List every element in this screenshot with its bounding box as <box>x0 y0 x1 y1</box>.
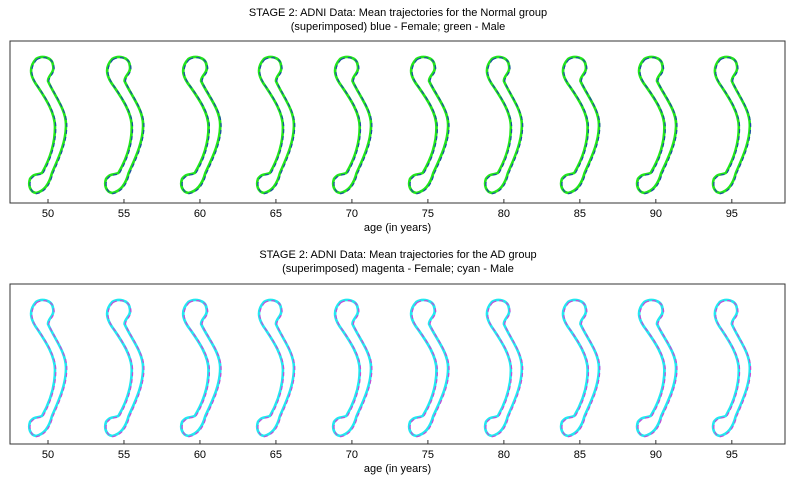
trajectory-shape <box>635 55 678 195</box>
x-tick-label: 70 <box>346 208 358 220</box>
x-tick-label: 80 <box>498 208 510 220</box>
trajectory-shape <box>407 55 450 195</box>
x-tick-label: 80 <box>498 449 510 461</box>
chart-1-subtitle: (superimposed) blue - Female; green - Ma… <box>290 21 506 33</box>
plot-area-frame <box>9 283 786 445</box>
x-tick-label: 60 <box>194 208 206 220</box>
x-tick-label: 60 <box>194 449 206 461</box>
trajectory-shape <box>255 298 296 438</box>
female-contour <box>29 57 68 195</box>
x-tick-label: 50 <box>42 449 54 461</box>
x-tick-label: 95 <box>726 449 738 461</box>
trajectory-shape <box>635 298 678 438</box>
trajectory-shape <box>711 55 752 195</box>
chart-2-title: STAGE 2: ADNI Data: Mean trajectories fo… <box>259 249 537 261</box>
chart-1-plot: 50 55 60 65 70 75 80 85 90 95 age (in years) <box>9 40 786 234</box>
x-tick-label: 90 <box>650 208 662 220</box>
female-contour <box>105 57 145 195</box>
trajectory-shape <box>255 55 296 195</box>
x-tick-label: 85 <box>574 449 586 461</box>
x-tick-label: 85 <box>574 208 586 220</box>
trajectory-shape <box>407 298 450 438</box>
x-tick-label: 90 <box>650 449 662 461</box>
female-contour <box>257 300 296 438</box>
female-contour <box>637 300 678 438</box>
female-contour <box>29 300 68 438</box>
female-contour <box>485 300 524 438</box>
trajectory-shape <box>27 55 68 195</box>
female-contour <box>713 57 752 195</box>
female-contour <box>257 57 296 195</box>
female-contour <box>181 57 222 195</box>
female-contour <box>713 300 752 438</box>
x-tick-label: 50 <box>42 208 54 220</box>
female-contour <box>409 57 450 195</box>
trajectory-shape <box>103 298 145 438</box>
trajectory-shape <box>179 55 222 195</box>
x-tick-label: 65 <box>270 449 282 461</box>
x-tick-label: 55 <box>118 449 130 461</box>
x-axis-label: age (in years) <box>364 463 431 475</box>
trajectory-shape <box>483 298 524 438</box>
female-contour <box>409 300 450 438</box>
x-axis-label: age (in years) <box>364 222 431 234</box>
chart-2-plot: 50 55 60 65 70 75 80 85 90 95 age (in years) <box>9 283 786 475</box>
trajectory-shape <box>711 298 752 438</box>
trajectory-shape <box>483 55 524 195</box>
female-contour <box>105 300 145 438</box>
trajectory-shape <box>559 55 601 195</box>
chart-1-title: STAGE 2: ADNI Data: Mean trajectories fo… <box>248 7 548 19</box>
trajectory-shape <box>331 55 373 195</box>
trajectory-shape <box>179 298 222 438</box>
x-tick-label: 55 <box>118 208 130 220</box>
trajectory-shape <box>27 298 68 438</box>
female-contour <box>181 300 222 438</box>
plot-area-frame <box>9 40 786 204</box>
female-contour <box>485 57 524 195</box>
trajectory-shape <box>331 298 373 438</box>
female-contour <box>333 300 373 438</box>
chart-2-subtitle: (superimposed) magenta - Female; cyan - … <box>282 263 514 275</box>
x-tick-label: 95 <box>726 208 738 220</box>
trajectory-shape <box>559 298 601 438</box>
female-contour <box>561 57 601 195</box>
x-tick-label: 75 <box>422 208 434 220</box>
female-contour <box>561 300 601 438</box>
trajectory-shape <box>103 55 145 195</box>
x-tick-label: 75 <box>422 449 434 461</box>
x-tick-label: 65 <box>270 208 282 220</box>
female-contour <box>333 57 373 195</box>
female-contour <box>637 57 678 195</box>
x-tick-label: 70 <box>346 449 358 461</box>
